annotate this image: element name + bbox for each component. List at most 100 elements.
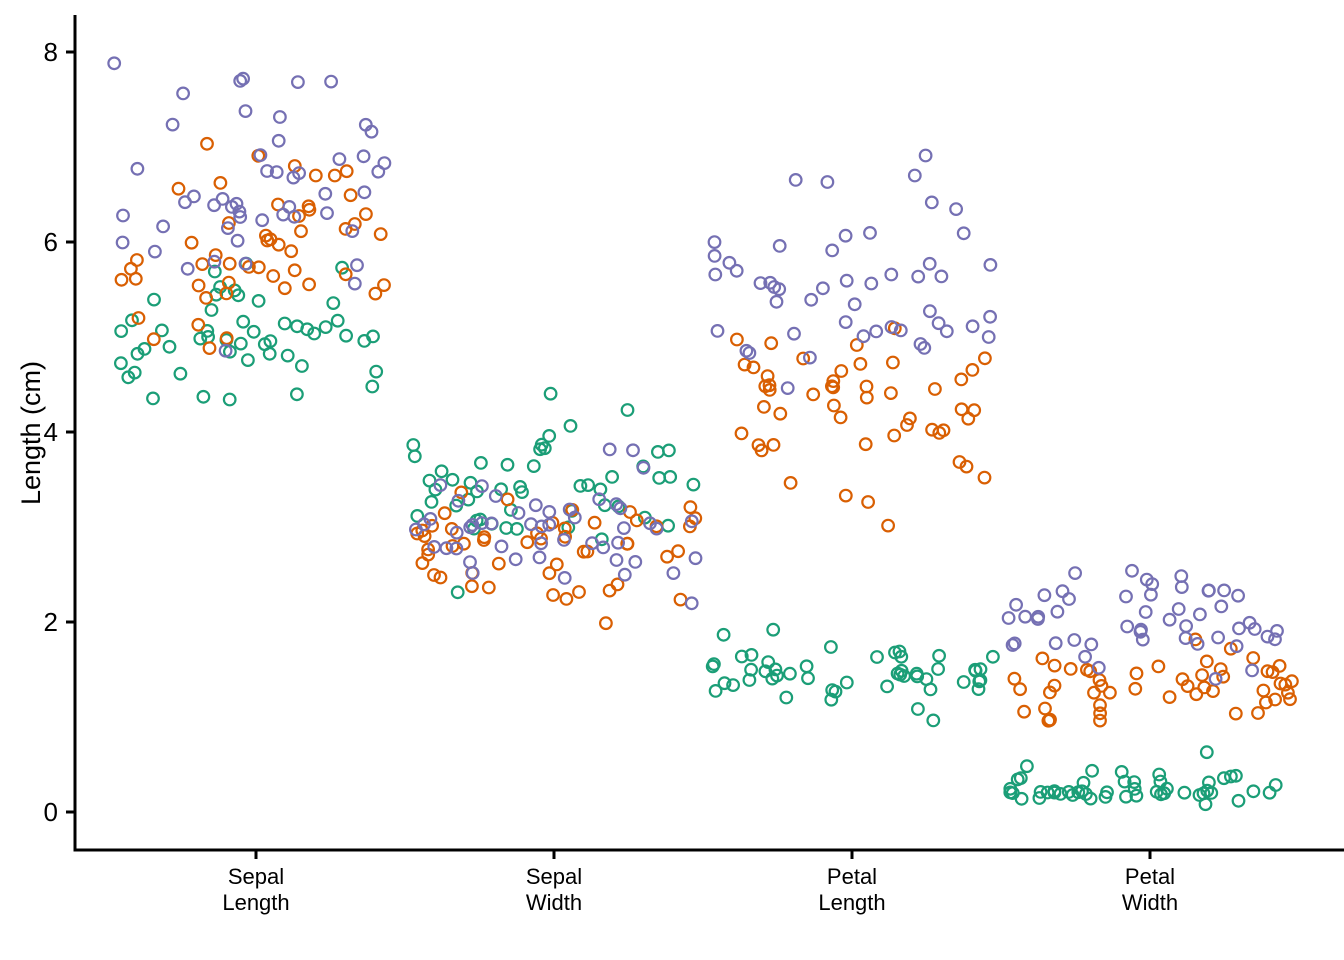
data-point-purple — [769, 294, 784, 309]
data-point-green — [543, 386, 558, 401]
data-point-orange — [599, 616, 613, 631]
data-point-orange — [377, 278, 391, 293]
data-point-green — [744, 648, 759, 662]
data-point-green — [651, 445, 665, 459]
data-point-purple — [729, 263, 744, 278]
data-point-orange — [425, 518, 440, 533]
data-point-orange — [1283, 692, 1297, 707]
data-point-green — [931, 662, 945, 676]
data-point-green — [113, 356, 128, 371]
data-point-green — [326, 296, 341, 311]
data-point-green — [222, 392, 237, 407]
data-point-green — [783, 666, 797, 681]
data-point-orange — [481, 580, 496, 595]
data-point-green — [734, 649, 749, 664]
data-point-purple — [847, 297, 862, 312]
data-point-orange — [1206, 684, 1220, 698]
data-point-purple — [1084, 637, 1099, 652]
data-point-green — [461, 492, 476, 507]
data-point-purple — [1139, 572, 1154, 587]
data-point-green — [277, 316, 292, 331]
data-point-orange — [1268, 692, 1282, 707]
data-point-orange — [221, 216, 236, 230]
data-point-orange — [546, 588, 560, 602]
x-category-label-sepal_length-line2: Length — [222, 890, 289, 915]
data-point-orange — [1278, 677, 1293, 692]
data-point-orange — [1280, 685, 1295, 700]
data-point-green — [500, 457, 515, 472]
data-point-orange — [427, 568, 441, 582]
data-point-purple — [433, 478, 448, 493]
data-point-green — [716, 627, 731, 642]
data-point-purple — [609, 497, 624, 512]
data-point-green — [986, 649, 1000, 664]
data-point-purple — [557, 571, 572, 585]
data-point-purple — [207, 254, 222, 269]
data-point-orange — [208, 248, 223, 263]
data-point-purple — [983, 309, 997, 324]
data-point-orange — [1047, 678, 1062, 693]
x-category-label-sepal_width-line2: Width — [526, 890, 582, 915]
data-point-orange — [191, 317, 206, 332]
data-point-purple — [981, 330, 996, 344]
y-tick-label: 2 — [44, 607, 58, 637]
data-point-orange — [184, 235, 199, 250]
data-point-purple — [1270, 624, 1284, 638]
data-point-green — [307, 326, 322, 341]
data-point-purple — [1067, 633, 1082, 647]
data-point-purple — [1201, 583, 1216, 598]
data-point-purple — [238, 256, 253, 271]
data-point-purple — [318, 186, 333, 201]
data-point-green — [926, 713, 941, 728]
data-point-purple — [931, 316, 946, 331]
data-point-green — [366, 329, 380, 344]
data-point-purple — [763, 275, 778, 290]
data-point-orange — [222, 256, 237, 271]
data-point-purple — [449, 525, 464, 540]
data-point-green — [770, 668, 784, 683]
data-point-purple — [357, 185, 372, 200]
data-point-purple — [1001, 611, 1016, 625]
data-point-orange — [477, 530, 492, 545]
data-point-purple — [292, 166, 307, 181]
data-point-orange — [454, 485, 469, 500]
data-point-purple — [347, 276, 362, 291]
data-point-purple — [269, 165, 284, 180]
data-point-purple — [542, 517, 557, 532]
data-point-orange — [683, 500, 698, 515]
data-point-orange — [1094, 679, 1109, 693]
data-point-orange — [559, 592, 574, 606]
data-point-green — [708, 684, 723, 698]
data-point-orange — [853, 357, 868, 371]
data-point-green — [330, 313, 345, 328]
data-point-green — [1152, 767, 1167, 782]
data-point-purple — [1217, 583, 1231, 598]
data-point-purple — [1214, 599, 1229, 614]
data-point-orange — [301, 199, 316, 214]
data-point-purple — [816, 281, 830, 296]
data-point-purple — [825, 243, 840, 258]
data-point-orange — [954, 372, 969, 387]
data-point-purple — [907, 168, 922, 183]
data-point-purple — [528, 498, 543, 513]
data-point-purple — [324, 74, 339, 89]
y-tick-label: 4 — [44, 417, 58, 447]
data-point-purple — [1119, 589, 1133, 604]
data-point-green — [801, 671, 815, 686]
data-point-green — [300, 322, 315, 337]
data-point-green — [893, 667, 908, 682]
data-point-purple — [273, 110, 287, 124]
data-point-green — [280, 348, 295, 363]
data-point-purple — [562, 502, 577, 517]
data-point-orange — [833, 410, 848, 425]
data-point-purple — [643, 516, 657, 531]
data-point-orange — [1042, 713, 1057, 728]
data-point-purple — [913, 337, 928, 351]
data-point-orange — [302, 277, 317, 292]
data-point-orange — [978, 351, 992, 366]
data-point-orange — [796, 351, 811, 366]
data-point-orange — [373, 227, 388, 242]
data-point-purple — [449, 541, 464, 556]
data-point-purple — [238, 104, 253, 118]
data-point-green — [620, 403, 635, 417]
